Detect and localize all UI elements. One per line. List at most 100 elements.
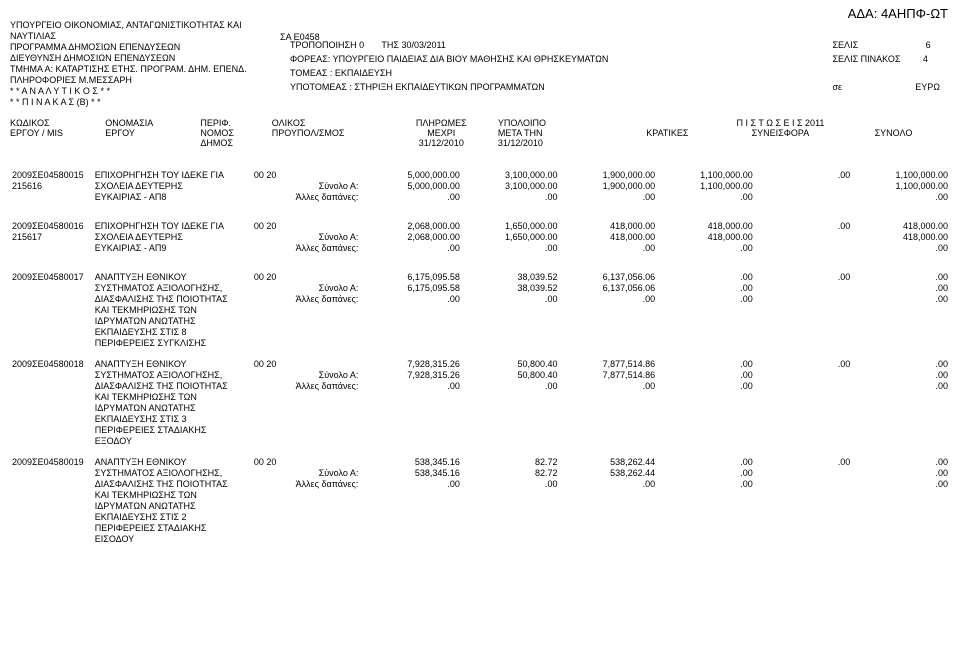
cell (252, 305, 290, 316)
cell (252, 283, 290, 294)
cell: 2009ΣΕ04580018 (10, 359, 93, 370)
cell: .00 (462, 294, 560, 305)
cell (755, 392, 853, 403)
cell (657, 436, 755, 447)
cell: 3,100,000.00 (462, 181, 560, 192)
cell: .00 (755, 359, 853, 370)
cell (10, 338, 93, 349)
cell (252, 534, 290, 545)
cell (852, 501, 950, 512)
cell (290, 414, 364, 425)
report-header: ΥΠΟΥΡΓΕΙΟ ΟΙΚΟΝΟΜΙΑΣ, ΑΝΤΑΓΩΝΙΣΤΙΚΟΤΗΤΑΣ… (0, 0, 960, 8)
cell (852, 436, 950, 447)
cell: .00 (852, 468, 950, 479)
cell (657, 414, 755, 425)
cell (364, 490, 462, 501)
cell (852, 534, 950, 545)
cell: .00 (657, 272, 755, 283)
col-mexri: ΜΕΧΡΙ (385, 128, 498, 138)
col-perif: ΠΕΡΙΦ. (200, 118, 271, 128)
dept-line: ΔΙΕΥΘΥΝΣΗ ΔΗΜΟΣΙΩΝ ΕΠΕΝΔΥΣΕΩΝ (10, 53, 280, 64)
cell: ΣΥΣΤΗΜΑΤΟΣ ΑΞΙΟΛΟΓΗΣΗΣ, (93, 283, 252, 294)
selis-pinakos-label: ΣΕΛΙΣ ΠΙΝΑΚΟΣ (832, 54, 900, 64)
cell: .00 (852, 294, 950, 305)
cell: Άλλες δαπάνες: (290, 381, 364, 392)
cell (290, 170, 364, 181)
col-kratikes: ΚΡΑΤΙΚΕΣ (611, 128, 724, 138)
cell (462, 327, 560, 338)
se-label: σε (832, 80, 867, 94)
cell: .00 (657, 243, 755, 254)
cell: 1,100,000.00 (657, 170, 755, 181)
col-pliromes: ΠΛΗΡΩΜΕΣ (385, 118, 498, 128)
cell (755, 381, 853, 392)
cell: 2,068,000.00 (364, 232, 462, 243)
cell: .00 (462, 243, 560, 254)
cell: 1,650,000.00 (462, 221, 560, 232)
cell: .00 (462, 479, 560, 490)
cell: .00 (657, 479, 755, 490)
cell (252, 243, 290, 254)
cell: ΔΙΑΣΦΑΛΙΣΗΣ ΤΗΣ ΠΟΙΟΤΗΤΑΣ (93, 381, 252, 392)
cell (10, 283, 93, 294)
cell: 7,928,315.26 (364, 359, 462, 370)
cell: .00 (852, 381, 950, 392)
col-date2: 31/12/2010 (498, 138, 611, 148)
cell: ΣΥΣΤΗΜΑΤΟΣ ΑΞΙΟΛΟΓΗΣΗΣ, (93, 468, 252, 479)
cell (252, 436, 290, 447)
cell: ΕΚΠΑΙΔΕΥΣΗΣ ΣΤΙΣ 8 (93, 327, 252, 338)
cell (252, 501, 290, 512)
cell (10, 479, 93, 490)
table-row: 2009ΣΕ04580016ΕΠΙΧΟΡΗΓΗΣΗ ΤΟΥ ΙΔΕΚΕ ΓΙΑ0… (10, 221, 950, 254)
cell (755, 370, 853, 381)
cell: ΠΕΡΙΦΕΡΕΙΕΣ ΣΤΑΔΙΑΚΗΣ (93, 425, 252, 436)
cell (10, 403, 93, 414)
cell (10, 392, 93, 403)
cell: ΑΝΑΠΤΥΞΗ ΕΘΝΙΚΟΥ (93, 272, 252, 283)
cell: .00 (462, 381, 560, 392)
cell (755, 436, 853, 447)
cell (10, 192, 93, 203)
cell (290, 327, 364, 338)
cell (462, 436, 560, 447)
cell: ΠΕΡΙΦΕΡΕΙΕΣ ΣΥΓΚΛΙΣΗΣ (93, 338, 252, 349)
cell (755, 523, 853, 534)
cell (462, 490, 560, 501)
cell (462, 425, 560, 436)
cell: 50,800.40 (462, 359, 560, 370)
cell (364, 403, 462, 414)
cell: .00 (852, 457, 950, 468)
cell (560, 316, 658, 327)
cell: ΙΔΡΥΜΑΤΩΝ ΑΝΩΤΑΤΗΣ (93, 501, 252, 512)
cell (852, 305, 950, 316)
cell: 82.72 (462, 457, 560, 468)
cell: .00 (852, 283, 950, 294)
cell (290, 305, 364, 316)
cell: 2009ΣΕ04580016 (10, 221, 93, 232)
table-row: 2009ΣΕ04580015ΕΠΙΧΟΡΗΓΗΣΗ ΤΟΥ ΙΔΕΚΕ ΓΙΑ0… (10, 170, 950, 203)
cell (755, 316, 853, 327)
cell (560, 305, 658, 316)
cell (10, 501, 93, 512)
cell (290, 534, 364, 545)
cell: .00 (560, 243, 658, 254)
pinakas-line: * * Π Ι Ν Α Κ Α Σ (Β) * * (10, 97, 280, 108)
cell (252, 512, 290, 523)
cell (852, 490, 950, 501)
info-line: ΠΛΗΡΟΦΟΡΙΕΣ Μ.ΜΕΣΣΑΡΗ (10, 75, 280, 86)
cell: ΙΔΡΥΜΑΤΩΝ ΑΝΩΤΑΤΗΣ (93, 403, 252, 414)
cell: .00 (852, 192, 950, 203)
cell: ΕΞΟΔΟΥ (93, 436, 252, 447)
cell (657, 490, 755, 501)
cell: ΔΙΑΣΦΑΛΙΣΗΣ ΤΗΣ ΠΟΙΟΤΗΤΑΣ (93, 294, 252, 305)
cell (364, 501, 462, 512)
cell: 418,000.00 (852, 221, 950, 232)
cell: 6,137,056.06 (560, 283, 658, 294)
cell: 00 20 (252, 272, 290, 283)
cell: ΠΕΡΙΦΕΡΕΙΕΣ ΣΤΑΔΙΑΚΗΣ (93, 523, 252, 534)
cell: 38,039.52 (462, 283, 560, 294)
cell (252, 192, 290, 203)
cell: .00 (852, 272, 950, 283)
cell (252, 181, 290, 192)
cell: .00 (852, 359, 950, 370)
